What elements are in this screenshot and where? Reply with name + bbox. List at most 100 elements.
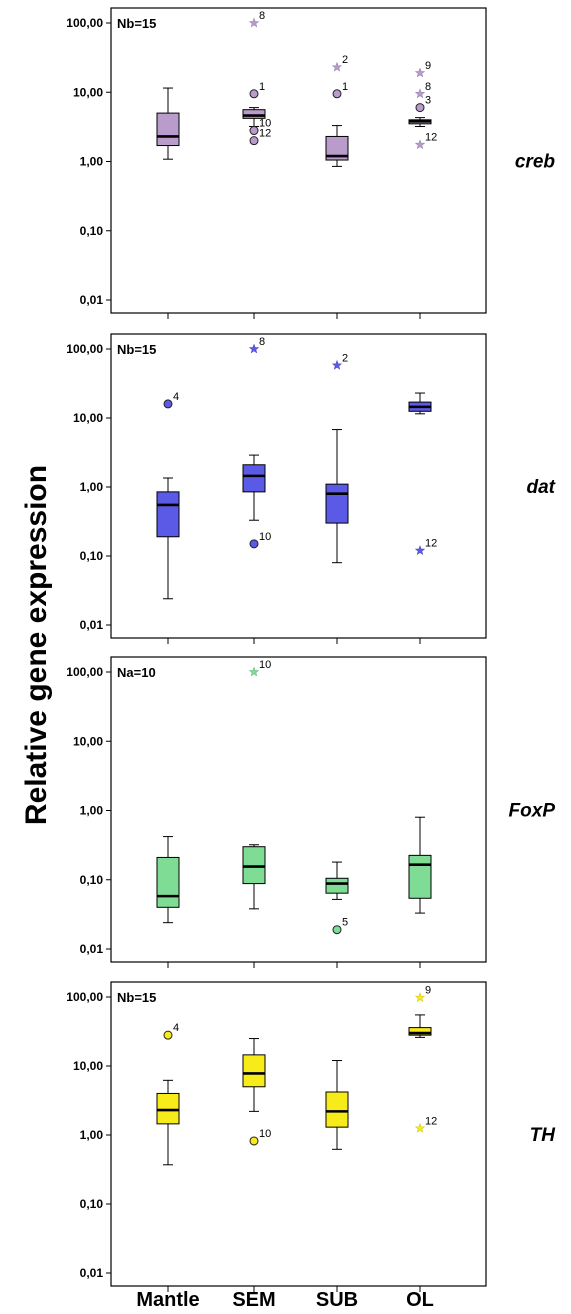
outlier-circle <box>332 89 342 99</box>
y-axis-title: Relative gene expression <box>20 465 53 825</box>
outlier-star <box>414 545 426 555</box>
box-mantle <box>156 477 180 600</box>
outlier-star <box>248 666 260 677</box>
y-tick-label: 100,00 <box>66 342 103 356</box>
outlier-label: 9 <box>425 985 431 997</box>
box-sem <box>242 107 266 128</box>
category-label-ol: OL <box>406 1289 434 1311</box>
y-tick-label: 0,01 <box>80 942 104 956</box>
panel-foxp: 0,01 0,10 1,00 10,00 100,00 Na=10 FoxP 10 5 <box>66 656 555 968</box>
outlier-label: 5 <box>342 917 348 929</box>
y-tick-label: 0,10 <box>80 549 104 563</box>
box-sub <box>325 429 349 564</box>
y-tick-label: 10,00 <box>73 85 103 99</box>
box-sem <box>242 844 266 910</box>
box-sub <box>325 125 349 167</box>
outlier-label: 9 <box>425 60 431 72</box>
outlier-star <box>414 1122 426 1133</box>
box-iqr <box>156 856 180 908</box>
outlier-label: 12 <box>425 132 437 144</box>
outlier-circle <box>249 136 259 146</box>
outlier-label: 4 <box>173 1022 179 1034</box>
box-iqr <box>325 1091 349 1128</box>
outlier-circle <box>249 126 259 136</box>
box-iqr <box>408 854 432 899</box>
y-tick-label: 1,00 <box>80 480 104 494</box>
y-tick-label: 0,01 <box>80 1266 104 1280</box>
sample-size-label: Nb=15 <box>117 342 156 357</box>
y-tick-label: 1,00 <box>80 1128 104 1142</box>
y-tick-label: 0,01 <box>80 618 104 632</box>
outlier-star <box>414 992 426 1003</box>
outlier-label: 10 <box>259 1128 271 1140</box>
gene-label: TH <box>530 1125 557 1146</box>
box-sub <box>325 1060 349 1150</box>
y-tick-label: 100,00 <box>66 16 103 30</box>
y-tick-label: 10,00 <box>73 1059 103 1073</box>
outlier-star <box>414 67 426 78</box>
sample-size-label: Na=10 <box>117 665 156 680</box>
box-iqr <box>156 112 180 147</box>
box-ol <box>408 117 432 128</box>
box-ol <box>408 816 432 914</box>
y-tick-label: 0,10 <box>80 1197 104 1211</box>
box-sem <box>242 1038 266 1112</box>
sample-size-label: Nb=15 <box>117 990 156 1005</box>
box-iqr <box>242 464 266 493</box>
gene-label: dat <box>527 477 556 498</box>
outlier-circle <box>415 103 425 113</box>
outlier-circle <box>249 1136 259 1146</box>
outlier-label: 1 <box>259 81 265 93</box>
outlier-star <box>414 88 426 99</box>
outlier-label: 12 <box>425 538 437 550</box>
outlier-label: 10 <box>259 531 271 543</box>
outlier-circle <box>163 1030 173 1040</box>
outlier-circle <box>249 89 259 99</box>
box-iqr <box>325 877 349 894</box>
box-iqr <box>242 846 266 885</box>
y-tick-label: 1,00 <box>80 804 104 818</box>
plot-frame <box>110 333 487 639</box>
box-mantle <box>156 836 180 924</box>
y-tick-label: 10,00 <box>73 411 103 425</box>
y-tick-label: 100,00 <box>66 665 103 679</box>
box-iqr <box>156 1092 180 1125</box>
y-tick-label: 100,00 <box>66 990 103 1004</box>
outlier-star <box>414 139 426 150</box>
outlier-label: 1 <box>342 81 348 93</box>
outlier-star <box>248 343 260 354</box>
box-mantle <box>156 87 180 160</box>
box-iqr <box>325 135 349 161</box>
category-label-mantle: Mantle <box>136 1289 199 1311</box>
box-iqr <box>156 491 180 538</box>
outlier-circle <box>332 925 342 935</box>
panel-dat: 0,01 0,10 1,00 10,00 100,00 Nb=15 dat 4 8 10 2 12 <box>66 333 556 644</box>
outlier-label: 2 <box>342 54 348 66</box>
box-sem <box>242 454 266 521</box>
y-tick-label: 0,10 <box>80 224 104 238</box>
outlier-circle <box>163 399 173 409</box>
category-labels: Mantle SEM SUB OL <box>136 1289 434 1311</box>
gene-label: creb <box>515 152 556 173</box>
outlier-star <box>331 359 343 370</box>
box-ol <box>408 1014 432 1038</box>
outlier-label: 10 <box>259 659 271 671</box>
plot-frame <box>110 7 487 314</box>
outlier-star <box>331 61 343 72</box>
outlier-label: 12 <box>259 128 271 140</box>
outlier-label: 4 <box>173 391 179 403</box>
box-ol <box>408 392 432 415</box>
outlier-circle <box>249 539 259 549</box>
outlier-label: 10 <box>259 118 271 130</box>
sample-size-label: Nb=15 <box>117 16 156 31</box>
box-sub <box>325 861 349 900</box>
y-tick-label: 0,10 <box>80 873 104 887</box>
y-tick-label: 10,00 <box>73 734 103 748</box>
box-mantle <box>156 1079 180 1166</box>
outlier-label: 3 <box>425 95 431 107</box>
outlier-label: 8 <box>259 10 265 22</box>
box-iqr <box>408 1027 432 1036</box>
box-iqr <box>242 109 266 119</box>
